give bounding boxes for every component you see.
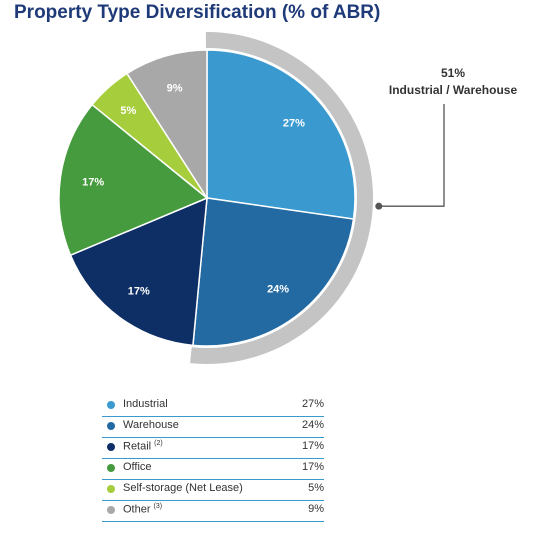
pie-slices — [58, 49, 356, 347]
pie-label-retail: 17% — [128, 286, 150, 298]
legend-label-text: Retail — [123, 440, 152, 453]
pie-data-labels: 27% 24% 17% 17% 5% 9% — [82, 83, 305, 298]
pie-label-warehouse: 24% — [267, 283, 289, 295]
pie-label-other: 9% — [167, 83, 183, 95]
callout-label: Industrial / Warehouse — [388, 83, 518, 97]
legend-label: Self-storage (Net Lease) — [123, 482, 243, 494]
legend-label-text: Other — [123, 503, 151, 516]
legend-value: 17% — [301, 440, 324, 452]
legend-label: Other (3) — [123, 503, 162, 516]
pie-slice-retail — [69, 196, 208, 347]
legend-label-text: Industrial — [123, 398, 168, 410]
pie-label-office: 17% — [82, 177, 104, 189]
pie-slice-office — [58, 103, 209, 257]
legend-row: Office 17% — [102, 459, 324, 480]
legend-footnote-marker: (2) — [154, 440, 163, 447]
legend-value: 5% — [308, 482, 324, 494]
legend-footnote-marker: (3) — [153, 503, 163, 510]
legend-swatch — [107, 485, 115, 493]
legend-label: Warehouse — [123, 419, 179, 431]
pie-slice-other — [125, 49, 208, 201]
pie-slice-industrial — [206, 49, 356, 220]
legend-value: 17% — [301, 461, 324, 473]
legend-row: Other (3) 9% — [102, 501, 324, 522]
legend-row: Warehouse 24% — [102, 417, 324, 438]
legend-swatch — [107, 422, 115, 430]
chart-title: Property Type Diversification (% of ABR) — [14, 2, 381, 23]
pie-slice-warehouse — [192, 197, 355, 347]
legend-swatch — [107, 443, 115, 451]
callout-value: 51% — [440, 66, 466, 80]
legend-label-text: Office — [123, 461, 152, 473]
pie-chart: 27% 24% 17% 17% 5% 9% — [58, 31, 445, 365]
legend-label-text: Warehouse — [123, 419, 179, 431]
legend-value: 27% — [301, 398, 324, 410]
legend-label: Office — [123, 461, 152, 473]
legend-swatch — [107, 506, 115, 514]
legend-label: Retail (2) — [123, 440, 163, 453]
legend-swatch — [107, 464, 115, 472]
callout-line — [378, 104, 445, 207]
legend-swatch — [107, 401, 115, 409]
legend: Industrial 27% Warehouse 24% Retail (2) 17% Off… — [102, 396, 324, 522]
legend-row: Industrial 27% — [102, 396, 324, 417]
legend-row: Self-storage (Net Lease) 5% — [102, 480, 324, 501]
legend-value: 9% — [308, 503, 324, 515]
pie-label-industrial: 27% — [283, 118, 305, 130]
callout-connector — [375, 104, 445, 210]
legend-label: Industrial — [123, 398, 168, 410]
pie-label-self-storage-net-lease: 5% — [120, 105, 136, 117]
legend-row: Retail (2) 17% — [102, 438, 324, 459]
legend-value: 24% — [301, 419, 324, 431]
legend-label-text: Self-storage (Net Lease) — [123, 482, 243, 494]
